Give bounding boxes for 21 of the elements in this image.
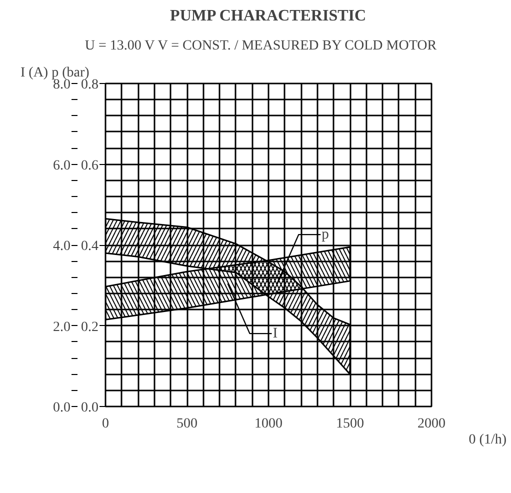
x-tick-label: 0	[102, 416, 109, 432]
y-tick-label: 8.0	[53, 78, 70, 92]
y2-tick-label: 0.0	[81, 400, 98, 416]
y2-tick-label: 0.2	[81, 320, 98, 335]
y-tick-label: 0.0	[53, 400, 70, 416]
y-tick-label: 6.0	[53, 158, 70, 174]
text: I (A) p (bar)	[20, 66, 90, 80]
annotation: I	[272, 326, 278, 342]
y-tick-label: 4.0	[53, 239, 70, 254]
y2-tick-label: 0.6	[81, 158, 98, 174]
chart-title: PUMP CHARACTERISTIC	[170, 8, 366, 24]
annotation: p	[322, 226, 329, 243]
chart-subtitle: U = 13.00 V V = CONST. / MEASURED BY COLD MOTOR	[84, 38, 438, 54]
y2-tick-label: 0.8	[81, 78, 98, 92]
y2-tick-label: 0.4	[81, 239, 98, 254]
x-tick-label: 500	[176, 416, 198, 432]
x-tick-label: 1500	[336, 416, 364, 432]
y-tick-label: 2.0	[53, 320, 70, 335]
x-tick-label: 1000	[254, 416, 282, 432]
x-tick-label: 2000	[418, 416, 446, 432]
x-axis-title: 0 (1/h)	[468, 432, 507, 448]
